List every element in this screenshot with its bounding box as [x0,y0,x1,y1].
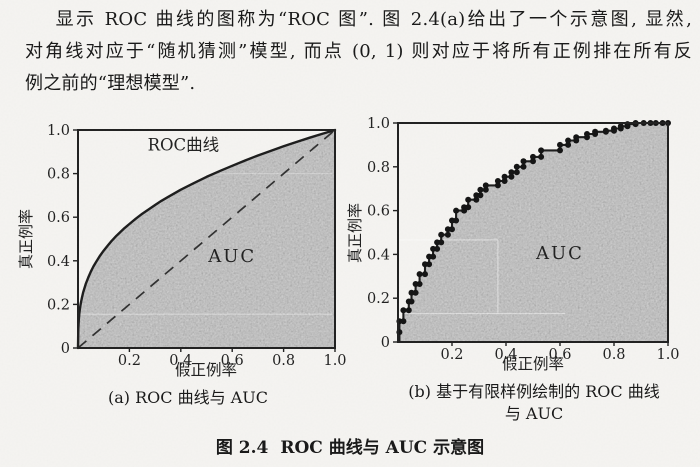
figure-title: ROC 曲线与 AUC 示意图 [280,438,485,458]
paragraph-line: 对角线对应于“随机猜测”模型, 而点 (0, 1) 则对应于将所有正例排在所有反 [25,41,692,62]
figure-caption: 图 2.4 ROC 曲线与 AUC 示意图 [0,433,700,458]
figure-number: 图 2.4 [215,438,269,458]
subcaption-a: (a) ROC 曲线与 AUC [108,388,268,407]
body-paragraph: 显示 ROC 曲线的图称为“ROC 图”. 图 2.4(a)给出了一个示意图, … [25,4,692,100]
subcaption-b-line1: (b) 基于有限样例绘制的 ROC 曲线 [408,382,660,401]
paragraph-line: 显示 ROC 曲线的图称为“ROC 图”. 图 2.4(a)给出了一个示意图, … [55,9,692,30]
paragraph-line: 例之前的“理想模型”. [25,73,196,94]
subcaption-b-line2: 与 AUC [504,404,564,423]
subcaption-b: (b) 基于有限样例绘制的 ROC 曲线 与 AUC [383,381,685,425]
